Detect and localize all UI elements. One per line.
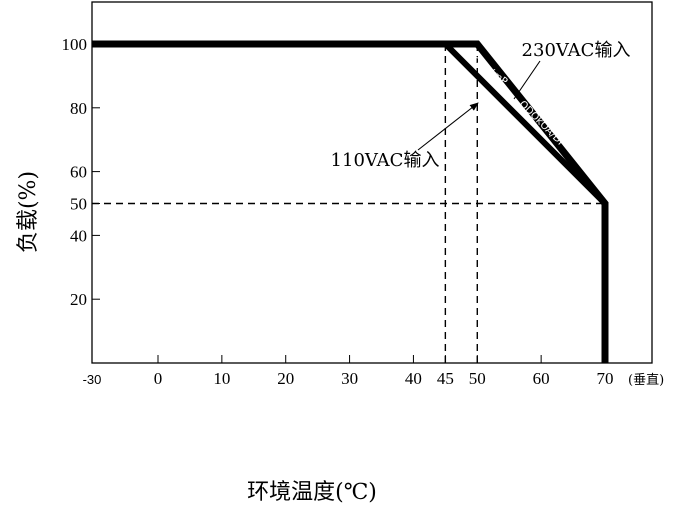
y-tick-label: 50 [70, 195, 87, 214]
series-230vac-line [92, 40, 609, 363]
annotation-leader-line [417, 102, 479, 151]
y-axis-label: 负载(%) [16, 171, 41, 253]
x-unit-note: (垂直) [628, 373, 664, 388]
y-tick-label: 80 [70, 99, 87, 118]
x-tick-label: 30 [341, 369, 358, 388]
x-tick-label: 10 [213, 369, 230, 388]
y-tick-label: 100 [62, 35, 88, 54]
annotation-230vac: 230VAC输入 [522, 40, 631, 61]
x-tick-label: 70 [597, 369, 614, 388]
y-tick-label: 60 [70, 163, 87, 182]
x-tick-label: 45 [437, 369, 454, 388]
annotations: 230VAC输入 110VAC输入 [331, 40, 631, 171]
x-tick-label: 40 [405, 369, 422, 388]
y-tick-label: 20 [70, 290, 87, 309]
annotation-leader-line [513, 60, 541, 100]
x-tick-label: 20 [277, 369, 294, 388]
series-lines [92, 40, 609, 363]
x-axis-label: 环境温度(℃) [247, 480, 377, 505]
reference-lines [92, 44, 605, 363]
plot-frame [91, 1, 653, 364]
y-tick-label: 40 [70, 226, 87, 245]
annotation-110vac: 110VAC输入 [331, 150, 440, 171]
x-axis-ticks: -30 0 10 20 30 40 45 50 60 70 [83, 355, 614, 388]
x-tick-label: 50 [469, 369, 486, 388]
x-tick-label: 0 [154, 369, 163, 388]
x-tick-label: 60 [533, 369, 550, 388]
y-axis-ticks: 20 40 50 60 80 100 [62, 35, 100, 309]
series-110vac-line [92, 41, 608, 206]
x-tick-label: -30 [83, 372, 102, 387]
